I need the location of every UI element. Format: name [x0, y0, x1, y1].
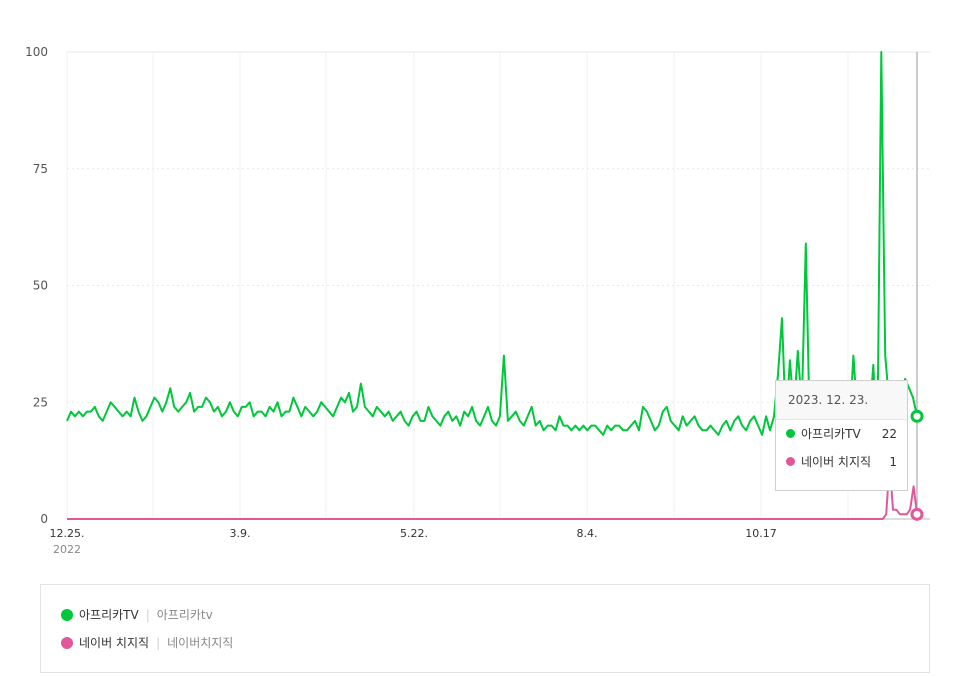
tooltip-dot-afreecatv	[786, 429, 795, 438]
x-tick-label: 10.17	[745, 527, 777, 540]
x-tick-year-label: 2022	[53, 543, 81, 556]
trend-chart: 0 25 50 75 100 12.25. 3.9. 5.22. 8.4. 10.17 2022	[25, 45, 930, 556]
hover-marker-0	[910, 409, 924, 423]
chart-tooltip: 2023. 12. 23. 아프리카TV 22 네이버 치지직 1	[775, 380, 908, 491]
series-line-1	[67, 462, 918, 520]
tooltip-series-value: 1	[889, 455, 897, 469]
legend-dot-chzzk	[61, 637, 73, 649]
legend-series-name: 네이버 치지직	[79, 636, 150, 650]
legend: 아프리카TV | 아프리카tv 네이버 치지직 | 네이버치지직	[40, 584, 930, 673]
legend-separator: |	[145, 608, 150, 622]
y-tick-label: 25	[33, 395, 48, 409]
hover-markers	[910, 409, 924, 521]
tooltip-series-value: 22	[881, 427, 897, 441]
legend-keyword: 네이버치지직	[167, 636, 234, 650]
tooltip-date: 2023. 12. 23.	[776, 381, 907, 420]
hover-marker-1	[910, 507, 924, 521]
legend-keyword: 아프리카tv	[156, 608, 213, 622]
y-tick-label: 0	[40, 512, 48, 526]
axis-labels: 0 25 50 75 100 12.25. 3.9. 5.22. 8.4. 10.17 2022	[25, 45, 777, 556]
legend-separator: |	[156, 636, 161, 650]
tooltip-row-afreecatv: 아프리카TV 22	[776, 420, 907, 448]
x-tick-label: 8.4.	[577, 527, 598, 540]
tooltip-series-name: 네이버 치지직	[801, 455, 872, 469]
x-tick-label: 12.25.	[50, 527, 85, 540]
legend-dot-afreecatv	[61, 609, 73, 621]
x-tick-label: 3.9.	[230, 527, 251, 540]
legend-item-chzzk[interactable]: 네이버 치지직 | 네이버치지직	[61, 633, 233, 653]
legend-series-name: 아프리카TV	[79, 608, 139, 622]
y-tick-label: 75	[33, 162, 48, 176]
legend-item-afreecatv[interactable]: 아프리카TV | 아프리카tv	[61, 605, 213, 625]
tooltip-dot-chzzk	[786, 457, 795, 466]
x-tick-label: 5.22.	[400, 527, 428, 540]
tooltip-row-chzzk: 네이버 치지직 1	[776, 448, 907, 476]
y-tick-label: 100	[25, 45, 48, 59]
tooltip-series-name: 아프리카TV	[801, 427, 861, 441]
y-tick-label: 50	[33, 279, 48, 293]
